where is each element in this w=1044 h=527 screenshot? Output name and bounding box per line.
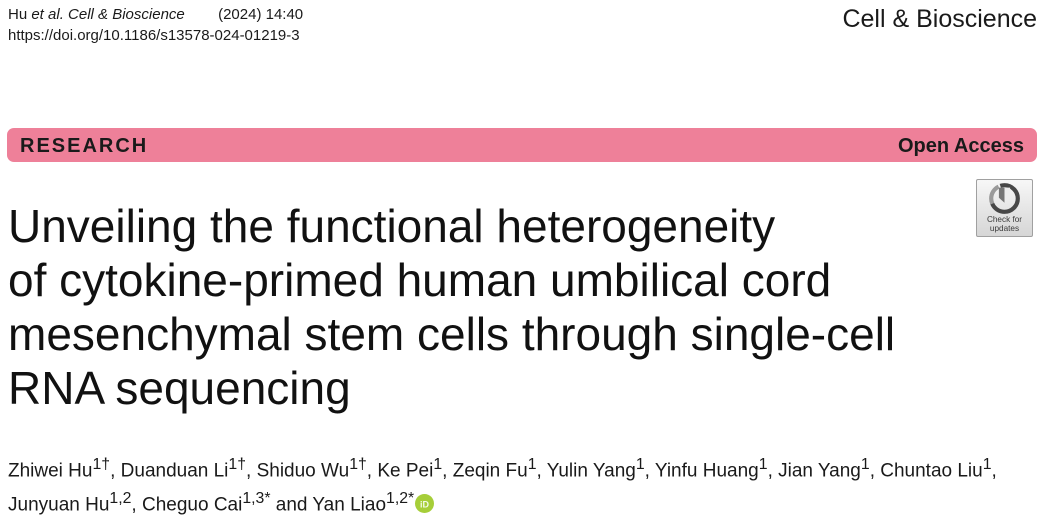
svg-text:iD: iD — [420, 500, 430, 510]
